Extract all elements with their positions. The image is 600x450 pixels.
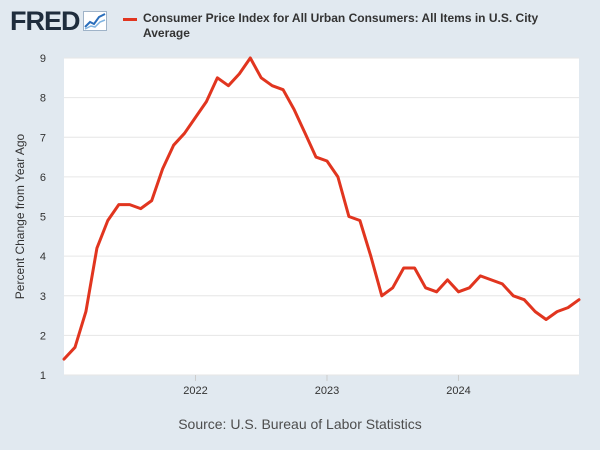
data-point xyxy=(336,175,339,178)
y-axis-label: Percent Change from Year Ago xyxy=(13,133,27,299)
data-point xyxy=(128,203,131,206)
y-tick-label: 5 xyxy=(40,212,46,224)
data-point xyxy=(227,84,230,87)
data-point xyxy=(84,310,87,313)
data-point xyxy=(446,278,449,281)
chart-legend: Consumer Price Index for All Urban Consu… xyxy=(123,11,583,41)
y-tick-label: 3 xyxy=(40,291,46,303)
series-line xyxy=(62,56,581,361)
data-point xyxy=(282,88,285,91)
data-point xyxy=(238,72,241,75)
fred-logo[interactable]: FRED xyxy=(10,7,107,35)
y-tick-label: 7 xyxy=(40,132,46,144)
y-tick-label: 4 xyxy=(40,251,46,263)
data-point xyxy=(402,267,405,270)
data-point xyxy=(304,132,307,135)
data-point xyxy=(424,286,427,289)
data-point xyxy=(95,247,98,250)
data-point xyxy=(479,274,482,277)
data-point xyxy=(106,219,109,222)
data-point xyxy=(369,255,372,258)
data-point xyxy=(523,298,526,301)
data-point xyxy=(194,116,197,119)
y-tick-label: 2 xyxy=(40,330,46,342)
data-point xyxy=(249,57,252,60)
data-point xyxy=(172,144,175,147)
data-point xyxy=(161,167,164,170)
data-point xyxy=(63,358,66,361)
data-point xyxy=(545,318,548,321)
source-note: Source: U.S. Bureau of Labor Statistics xyxy=(178,416,422,432)
data-point xyxy=(293,108,296,111)
data-point xyxy=(490,278,493,281)
data-point xyxy=(567,306,570,309)
data-point xyxy=(358,219,361,222)
data-point xyxy=(183,132,186,135)
trend-chart-icon xyxy=(82,11,107,31)
data-point xyxy=(216,76,219,79)
data-point xyxy=(512,294,515,297)
data-point xyxy=(271,84,274,87)
y-tick-label: 6 xyxy=(40,172,46,184)
data-point xyxy=(435,290,438,293)
legend-swatch xyxy=(123,18,137,21)
data-point xyxy=(74,346,77,349)
data-point xyxy=(150,199,153,202)
x-tick-label: 2023 xyxy=(315,385,339,397)
data-point xyxy=(457,290,460,293)
y-tick-label: 8 xyxy=(40,93,46,105)
data-point xyxy=(347,215,350,218)
data-point xyxy=(117,203,120,206)
data-point xyxy=(556,310,559,313)
data-point xyxy=(260,76,263,79)
data-point xyxy=(501,282,504,285)
data-point xyxy=(413,267,416,270)
data-point xyxy=(326,160,329,163)
data-point xyxy=(468,286,471,289)
x-tick-label: 2024 xyxy=(446,385,470,397)
y-tick-label: 9 xyxy=(40,53,46,65)
data-point xyxy=(380,294,383,297)
x-tick-label: 2022 xyxy=(183,385,207,397)
data-point xyxy=(578,298,581,301)
fred-logo-text: FRED xyxy=(10,6,80,36)
legend-label: Consumer Price Index for All Urban Consu… xyxy=(143,11,539,40)
data-point xyxy=(205,100,208,103)
data-point xyxy=(534,310,537,313)
data-point xyxy=(139,207,142,210)
y-tick-label: 1 xyxy=(40,370,46,382)
data-point xyxy=(391,286,394,289)
data-point xyxy=(315,156,318,159)
